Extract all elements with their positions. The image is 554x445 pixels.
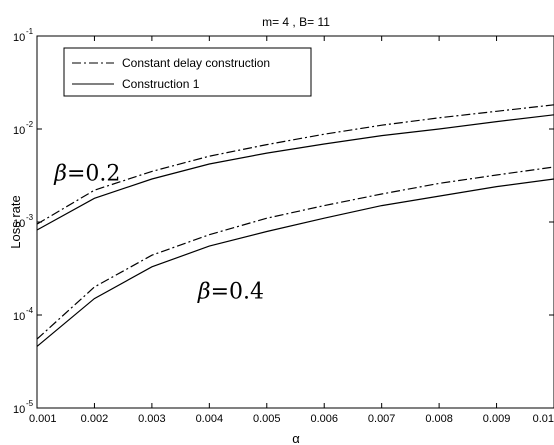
x-tick-label: 0.009 [483, 413, 511, 425]
y-tick-label-exponent: -3 [26, 213, 34, 222]
beta-annotation-1: β=0.4 [197, 280, 264, 305]
axis-ticks: 0.001 0.002 0.003 0.004 0.005 0.006 0.007 0.008… [13, 27, 554, 425]
x-tick-label: 0.01 [533, 413, 554, 425]
series-line-3 [36, 178, 554, 347]
y-tick-label-exponent: -5 [26, 399, 34, 408]
legend-label-construction-1: Construction 1 [122, 77, 200, 91]
legend-box [63, 47, 312, 97]
y-axis-label: Loss rate [8, 195, 23, 248]
beta-annotation-0: β=0.2 [53, 161, 120, 186]
legend: Constant delay construction Construction… [63, 47, 312, 97]
plot-area-frame [36, 35, 554, 409]
x-tick-label: 0.001 [29, 413, 57, 425]
series-line-2 [36, 166, 554, 340]
y-tick-label-base: 10 [13, 125, 25, 137]
x-tick-label: 0.006 [310, 413, 338, 425]
y-tick-label-exponent: -1 [26, 27, 34, 36]
y-tick-label-exponent: -4 [26, 306, 34, 315]
x-tick-label: 0.007 [368, 413, 396, 425]
plot-annotations: β=0.2 β=0.4 [53, 161, 264, 304]
y-tick-label-base: 10 [13, 404, 25, 416]
series-line-1 [36, 114, 554, 231]
y-tick-label-exponent: -2 [26, 120, 34, 129]
x-tick-label: 0.003 [138, 413, 166, 425]
series-line-0 [36, 104, 554, 225]
x-tick-label: 0.002 [81, 413, 109, 425]
legend-label-constant-delay: Constant delay construction [122, 56, 270, 70]
x-tick-label: 0.008 [425, 413, 453, 425]
chart-title: m= 4 , B= 11 [262, 15, 330, 29]
y-tick-label-base: 10 [13, 32, 25, 44]
x-tick-label: 0.005 [253, 413, 281, 425]
x-tick-label: 0.004 [196, 413, 224, 425]
y-tick-label-base: 10 [13, 311, 25, 323]
plot-curves [36, 104, 554, 347]
x-axis-label: α [292, 431, 300, 445]
y-tick-label-base: 10 [13, 218, 25, 230]
